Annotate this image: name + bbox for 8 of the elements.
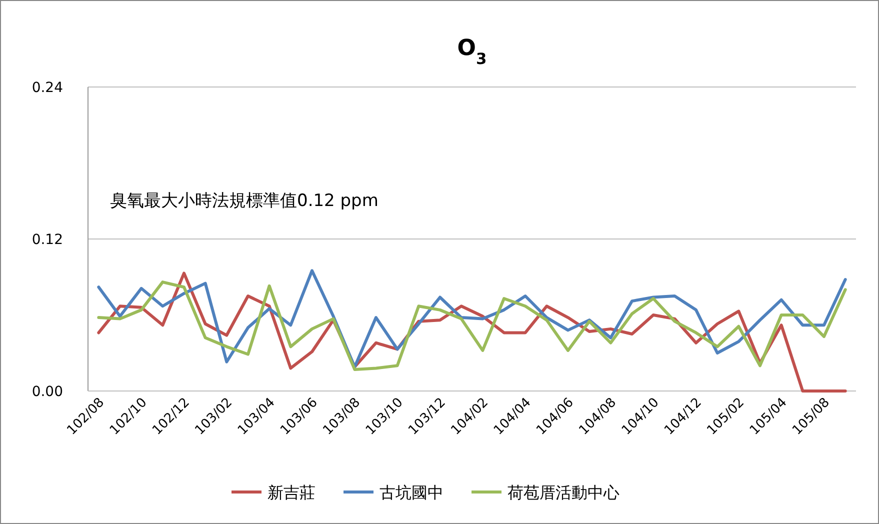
legend-label: 古坑國中 [380,483,444,502]
y-tick-label: 0.24 [32,80,64,96]
y-tick-label: 0.00 [32,384,63,400]
chart-title: O$_{3}$ [457,36,487,68]
y-tick-label: 0.12 [32,232,63,248]
legend-label: 新吉莊 [268,483,316,502]
legend-label: 荷苞厝活動中心 [508,483,620,502]
annotation: 臭氧最大小時法規標準值0.12 ppm [110,191,378,211]
